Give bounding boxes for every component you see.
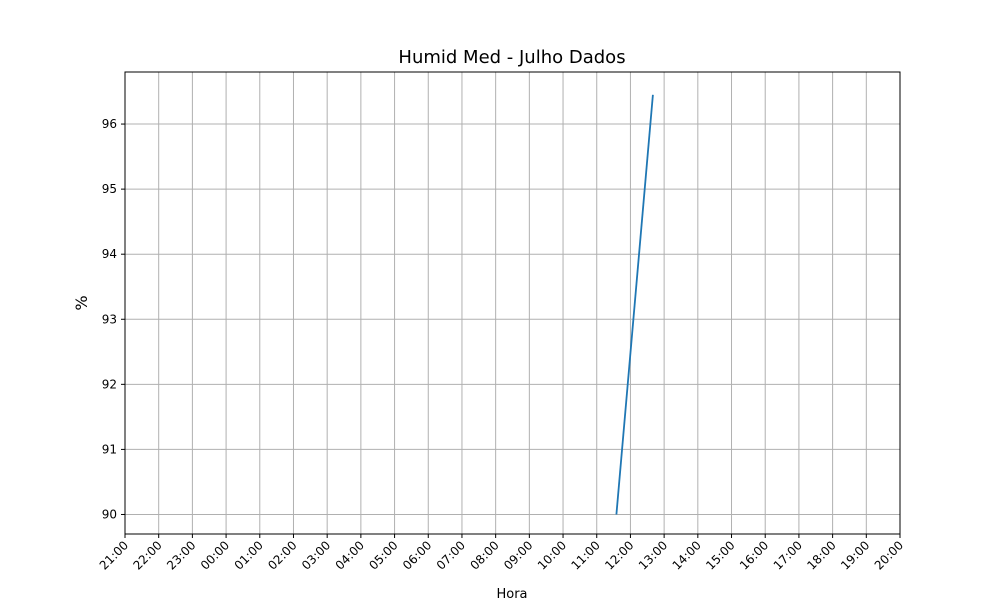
y-tick-label: 94 [102, 247, 117, 261]
x-tick-label: 20:00 [872, 538, 906, 572]
x-tick-label: 03:00 [299, 538, 333, 572]
y-axis: 90 91 92 93 94 95 96 [102, 117, 125, 521]
y-tick-label: 91 [102, 442, 117, 456]
x-axis-title: Hora [496, 587, 527, 600]
chart-title: Humid Med - Julho Dados [398, 47, 625, 68]
plot-frame [124, 71, 901, 535]
x-tick-label: 23:00 [164, 538, 198, 572]
y-tick-label: 93 [102, 312, 117, 326]
x-tick-label: 05:00 [366, 538, 400, 572]
x-tick-label: 22:00 [130, 538, 164, 572]
x-tick-label: 00:00 [198, 538, 232, 572]
x-tick-label: 08:00 [467, 538, 501, 572]
x-tick-label: 17:00 [771, 538, 805, 572]
series-layer [615, 94, 654, 515]
x-tick-label: 09:00 [501, 538, 535, 572]
series-line [615, 94, 654, 515]
x-tick-label: 12:00 [602, 538, 636, 572]
x-tick-label: 10:00 [535, 538, 569, 572]
x-tick-label: 01:00 [232, 538, 266, 572]
x-tick-label: 07:00 [434, 538, 468, 572]
x-tick-label: 13:00 [636, 538, 670, 572]
x-tick-label: 16:00 [737, 538, 771, 572]
grid-lines [124, 72, 901, 534]
x-tick-label: 21:00 [97, 538, 131, 572]
x-tick-label: 18:00 [804, 538, 838, 572]
y-tick-label: 95 [102, 182, 117, 196]
y-tick-label: 92 [102, 377, 117, 391]
x-tick-label: 14:00 [670, 538, 704, 572]
x-tick-label: 11:00 [568, 538, 602, 572]
x-tick-label: 04:00 [333, 538, 367, 572]
y-tick-label: 96 [102, 117, 117, 131]
y-tick-label: 90 [102, 507, 117, 521]
x-tick-label: 15:00 [703, 538, 737, 572]
x-tick-label: 02:00 [265, 538, 299, 572]
x-axis: 21:00 22:00 23:00 00:00 01:00 02:00 03:00 04:00… [97, 534, 906, 573]
x-tick-label: 06:00 [400, 538, 434, 572]
x-tick-label: 19:00 [838, 538, 872, 572]
y-axis-title: % [72, 295, 91, 310]
